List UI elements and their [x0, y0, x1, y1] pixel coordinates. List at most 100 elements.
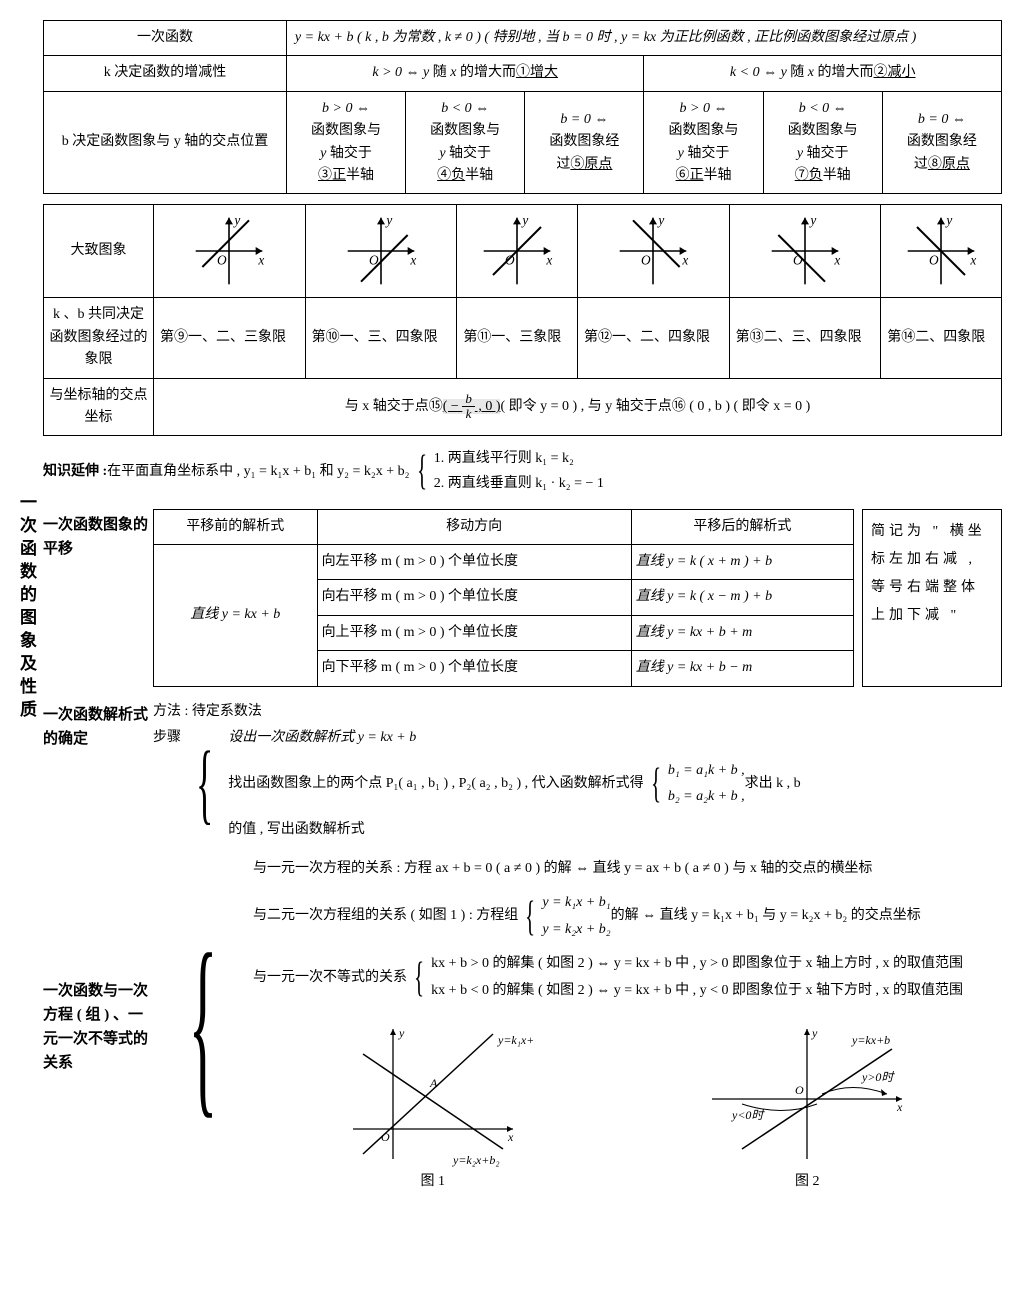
t1-row3-cell2: b < 0 ⇔函数图象与y 轴交于④负半轴 — [406, 91, 525, 194]
relation-line3: 与一元一次不等式的关系 { kx + b > 0 的解集 ( 如图 2 ) ⇔ … — [253, 951, 1002, 1004]
section-determine: 一次函数解析式的确定 方法 : 待定系数法 步骤 { 设出一次函数解析式 y =… — [43, 699, 1002, 844]
svg-text:O: O — [795, 1083, 804, 1097]
t2-row2-c1: 第⑨一、二、三象限 — [154, 298, 306, 378]
svg-text:O: O — [217, 253, 227, 268]
knowledge-extend: 知识延伸 : 在平面直角坐标系中 , y₁ = k₁x + b₁ 和 y₂ = … — [43, 446, 1002, 496]
t1-row3-cell4: b > 0 ⇔函数图象与y 轴交于⑥正半轴 — [644, 91, 763, 194]
t1-row1-content: y = kx + b ( k , b 为常数 , k ≠ 0 ) ( 特别地 ,… — [286, 21, 1001, 56]
shift-r1c3: 直线 y = k ( x + m ) + b — [631, 545, 853, 580]
fig1-label: 图 1 — [333, 1169, 533, 1196]
determine-step3: 的值 , 写出函数解析式 — [228, 817, 800, 844]
svg-text:O: O — [505, 253, 515, 268]
extend-text: 在平面直角坐标系中 , y₁ = k₁x + b₁ 和 y₂ = k₂x + b… — [107, 459, 409, 484]
shift-table: 平移前的解析式 移动方向 平移后的解析式 直线 y = kx + b 向左平移 … — [153, 509, 854, 687]
t2-row2-header: k 、b 共同决定函数图象经过的象限 — [44, 298, 154, 378]
shift-r1c2: 向左平移 m ( m > 0 ) 个单位长度 — [317, 545, 631, 580]
graph-kpos-bzero: x y O — [457, 205, 578, 298]
shift-r4c3: 直线 y = kx + b − m — [631, 651, 853, 686]
vertical-section-title: 一次函数的图象及性质 — [10, 493, 43, 723]
determine-method: 方法 : 待定系数法 — [153, 699, 1002, 726]
svg-text:x: x — [896, 1100, 903, 1114]
t1-row1-header: 一次函数 — [44, 21, 287, 56]
svg-text:O: O — [381, 1130, 390, 1144]
relation-line1: 与一元一次方程的关系 : 方程 ax + b = 0 ( a ≠ 0 ) 的解 … — [253, 856, 1002, 883]
table-k-b-properties: 一次函数 y = kx + b ( k , b 为常数 , k ≠ 0 ) ( … — [43, 20, 1002, 194]
svg-text:O: O — [369, 253, 379, 268]
svg-text:y: y — [657, 213, 665, 228]
t1-row2-cell2: k < 0 ⇔ y 随 x 的增大而②减小 — [644, 56, 1002, 91]
figure-2: y=kx+b y>0时 y<0时 O x y 图 2 — [692, 1019, 922, 1196]
shift-r3c2: 向上平移 m ( m > 0 ) 个单位长度 — [317, 615, 631, 650]
table-graphs: 大致图象 xyO xyO xyO xyO xyO xyO k 、b 共同决定函数… — [43, 204, 1002, 436]
t1-row3-cell3: b = 0 ⇔函数图象经过⑤原点 — [525, 91, 644, 194]
section-relation: 一次函数与一次方程 ( 组 ) 、一元一次不等式的关系 { 与一元一次方程的关系… — [43, 856, 1002, 1196]
svg-text:y: y — [233, 213, 241, 228]
determine-steps-label: 步骤 — [153, 725, 181, 843]
t2-row2-c3: 第⑪一、三象限 — [457, 298, 578, 378]
graph-kneg-bzero: xyO — [881, 205, 1002, 298]
t1-row2-cell1: k > 0 ⇔ y 随 x 的增大而①增大 — [286, 56, 644, 91]
svg-text:y>0时: y>0时 — [861, 1070, 895, 1084]
t1-row2-header: k 决定函数的增减性 — [44, 56, 287, 91]
figure-1: y=k₁x+b₁ y=k₂x+b₂ A O x y 图 1 — [333, 1019, 533, 1196]
determine-step2: 找出函数图象上的两个点 P₁( a₁ , b₁ ) , P₂( a₂ , b₂ … — [228, 758, 800, 811]
shift-r2c3: 直线 y = k ( x − m ) + b — [631, 580, 853, 615]
extend-branch1: 1. 两直线平行则 k₁ = k₂ — [434, 446, 604, 471]
svg-text:y=k₂x+b₂: y=k₂x+b₂ — [452, 1153, 500, 1167]
svg-text:y: y — [811, 1026, 818, 1040]
graph-kpos-bpos: x y O — [154, 205, 306, 298]
t2-row2-c2: 第⑩一、三、四象限 — [305, 298, 457, 378]
shift-label: 一次函数图象的平移 — [43, 509, 153, 561]
relation-line2: 与二元一次方程组的关系 ( 如图 1 ) : 方程组 { y = k₁x + b… — [253, 890, 1002, 943]
svg-text:O: O — [929, 253, 939, 268]
t2-row2-c5: 第⑬二、三、四象限 — [729, 298, 881, 378]
shift-th2: 移动方向 — [317, 509, 631, 544]
svg-text:x: x — [545, 253, 552, 268]
shift-col1: 直线 y = kx + b — [154, 545, 318, 687]
graph-kpos-bneg: x y O — [305, 205, 457, 298]
svg-text:x: x — [258, 253, 265, 268]
determine-step1: 设出一次函数解析式 y = kx + b — [228, 725, 800, 752]
fig2-label: 图 2 — [692, 1169, 922, 1196]
t2-row1-header: 大致图象 — [44, 205, 154, 298]
page-root: 一次函数的图象及性质 一次函数 y = kx + b ( k , b 为常数 ,… — [10, 20, 1002, 1195]
t1-row3-cell6: b = 0 ⇔函数图象经过⑧原点 — [882, 91, 1001, 194]
relation-label: 一次函数与一次方程 ( 组 ) 、一元一次不等式的关系 — [43, 975, 153, 1075]
svg-text:y: y — [808, 213, 816, 228]
main-content: 一次函数 y = kx + b ( k , b 为常数 , k ≠ 0 ) ( … — [43, 20, 1002, 1195]
svg-text:x: x — [507, 1130, 514, 1144]
extend-label: 知识延伸 : — [43, 459, 107, 484]
graph-kneg-bneg: x y O — [729, 205, 881, 298]
svg-text:x: x — [682, 253, 689, 268]
t1-row3-header: b 决定函数图象与 y 轴的交点位置 — [44, 91, 287, 194]
graph-kneg-bpos: x y O — [577, 205, 729, 298]
relation-figures: y=k₁x+b₁ y=k₂x+b₂ A O x y 图 1 — [253, 1019, 1002, 1196]
shift-note: 简记为 " 横坐标左加右减 , 等号右端整体上加下减 " — [862, 509, 1002, 687]
shift-r4c2: 向下平移 m ( m > 0 ) 个单位长度 — [317, 651, 631, 686]
svg-text:y: y — [398, 1026, 405, 1040]
determine-label: 一次函数解析式的确定 — [43, 699, 153, 751]
svg-text:y: y — [520, 213, 528, 228]
svg-text:A: A — [429, 1076, 438, 1090]
svg-text:x: x — [969, 253, 976, 268]
extend-branch2: 2. 两直线垂直则 k₁ · k₂ = − 1 — [434, 471, 604, 496]
svg-text:y=kx+b: y=kx+b — [851, 1033, 890, 1047]
shift-th3: 平移后的解析式 — [631, 509, 853, 544]
shift-th1: 平移前的解析式 — [154, 509, 318, 544]
t1-row3-cell1: b > 0 ⇔函数图象与y 轴交于③正半轴 — [286, 91, 405, 194]
t2-row2-c4: 第⑫一、二、四象限 — [577, 298, 729, 378]
shift-r3c3: 直线 y = kx + b + m — [631, 615, 853, 650]
svg-text:y<0时: y<0时 — [731, 1108, 765, 1122]
shift-r2c2: 向右平移 m ( m > 0 ) 个单位长度 — [317, 580, 631, 615]
svg-text:y=k₁x+b₁: y=k₁x+b₁ — [497, 1033, 533, 1047]
svg-text:O: O — [793, 253, 803, 268]
t2-row3-content: 与 x 轴交于点⑮( − bk , 0 )( 即令 y = 0 ) , 与 y … — [154, 378, 1002, 436]
svg-text:y: y — [384, 213, 392, 228]
t2-row2-c6: 第⑭二、四象限 — [881, 298, 1002, 378]
svg-text:x: x — [409, 253, 416, 268]
svg-text:x: x — [833, 253, 840, 268]
section-shift: 一次函数图象的平移 平移前的解析式 移动方向 平移后的解析式 直线 y = kx… — [43, 509, 1002, 687]
t1-row3-cell5: b < 0 ⇔函数图象与y 轴交于⑦负半轴 — [763, 91, 882, 194]
t2-row3-header: 与坐标轴的交点坐标 — [44, 378, 154, 436]
svg-text:O: O — [641, 253, 651, 268]
